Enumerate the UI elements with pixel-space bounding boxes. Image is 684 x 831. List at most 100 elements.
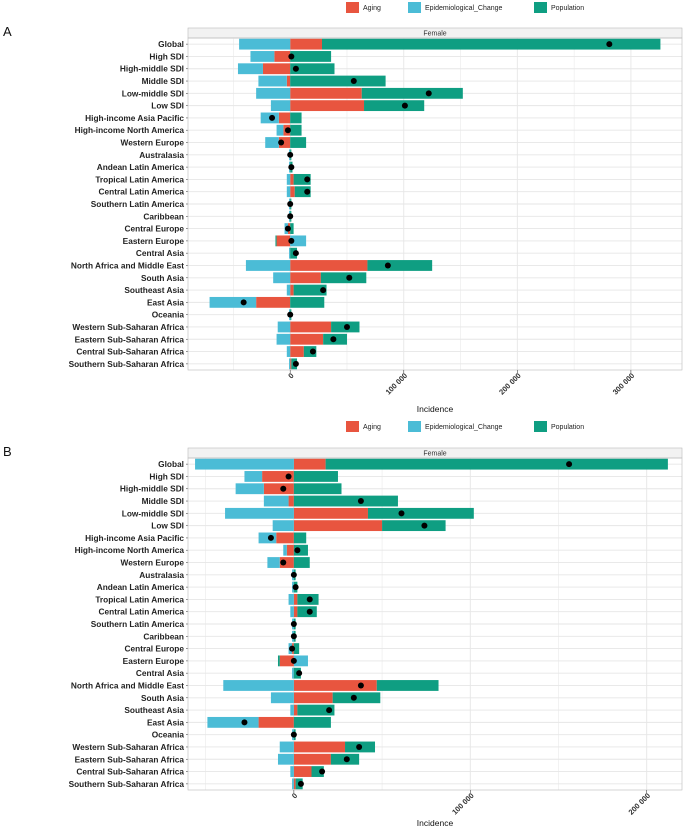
legend-label-aging-a: Aging (363, 5, 381, 12)
bar-population-high-income-north-america-b (293, 544, 308, 556)
point-total-high-middle-sdi-a (292, 65, 299, 72)
point-total-global-b (566, 461, 573, 468)
bar-aging-low-sdi-b (293, 520, 383, 532)
bar-population-central-europe-b (293, 643, 300, 655)
point-total-australasia-a (287, 151, 294, 158)
point-total-southern-sub-saharan-africa-a (292, 360, 299, 367)
legend-label-population-b: Population (551, 424, 584, 431)
point-total-high-sdi-a (288, 53, 295, 60)
category-label-tropical-latin-america-b: Tropical Latin America (95, 594, 184, 604)
bar-epidemiological-change-central-sub-saharan-africa-a (286, 346, 291, 357)
bar-aging-southeast-asia-b (293, 704, 298, 716)
x-tick-label-b: 0 (290, 791, 299, 800)
bar-population-southeast-asia-b (297, 704, 335, 716)
category-label-central-latin-america-a: Central Latin America (99, 187, 185, 197)
category-label-eastern-sub-saharan-africa-a: Eastern Sub-Saharan Africa (75, 334, 185, 344)
point-total-southern-latin-america-a (287, 201, 294, 207)
point-total-central-latin-america-a (304, 188, 311, 195)
category-label-caribbean-b: Caribbean (143, 631, 184, 641)
category-label-eastern-europe-b: Eastern Europe (123, 656, 185, 666)
point-total-eastern-europe-a (288, 237, 295, 244)
bar-epidemiological-change-middle-sdi-a (258, 75, 287, 87)
bar-epidemiological-change-eastern-sub-saharan-africa-a (276, 333, 291, 345)
bar-aging-eastern-europe-b (279, 655, 294, 667)
bar-epidemiological-change-low-sdi-a (270, 100, 291, 112)
bar-population-high-middle-sdi-a (290, 63, 335, 75)
bar-epidemiological-change-middle-sdi-b (263, 495, 289, 507)
category-label-central-sub-saharan-africa-a: Central Sub-Saharan Africa (76, 347, 184, 357)
bar-epidemiological-change-global-b (195, 458, 294, 470)
category-label-high-sdi-a: High SDI (149, 51, 184, 61)
bar-aging-southern-sub-saharan-africa-b (293, 778, 296, 790)
legend-label-aging-b: Aging (363, 424, 381, 431)
bar-population-southeast-asia-a (293, 284, 327, 296)
bar-aging-central-sub-saharan-africa-b (293, 766, 312, 777)
bar-epidemiological-change-central-latin-america-a (286, 186, 291, 198)
category-label-central-asia-b: Central Asia (136, 668, 184, 678)
bar-epidemiological-change-low-middle-sdi-b (225, 507, 294, 519)
bar-aging-southeast-asia-a (290, 284, 294, 296)
point-total-north-africa-and-middle-east-a (384, 262, 391, 269)
point-total-high-middle-sdi-b (280, 485, 287, 492)
bar-population-low-middle-sdi-b (367, 507, 474, 519)
category-label-southeast-asia-a: Southeast Asia (124, 285, 184, 295)
category-label-low-middle-sdi-b: Low-middle SDI (122, 508, 184, 518)
bar-aging-global-a (290, 38, 323, 50)
category-label-global-a: Global (158, 39, 184, 49)
point-total-western-europe-a (278, 139, 285, 146)
point-total-caribbean-a (287, 213, 294, 220)
category-label-andean-latin-america-b: Andean Latin America (97, 582, 185, 592)
bar-aging-middle-sdi-a (286, 75, 291, 87)
bar-population-central-sub-saharan-africa-b (311, 766, 324, 777)
bar-epidemiological-change-western-europe-a (265, 137, 279, 148)
bar-epidemiological-change-tropical-latin-america-a (286, 173, 291, 185)
bar-aging-north-africa-and-middle-east-a (290, 260, 368, 271)
bar-epidemiological-change-high-income-asia-pacific-b (258, 532, 277, 544)
point-total-western-sub-saharan-africa-a (343, 323, 350, 330)
bar-epidemiological-change-southern-sub-saharan-africa-a (289, 358, 291, 370)
bar-epidemiological-change-southeast-asia-a (286, 284, 291, 296)
bar-epidemiological-change-high-middle-sdi-b (235, 483, 264, 495)
point-total-low-sdi-a (401, 102, 408, 109)
bar-epidemiological-change-tropical-latin-america-b (288, 593, 294, 605)
category-label-southern-latin-america-a: Southern Latin America (91, 199, 185, 209)
category-label-high-income-north-america-a: High-income North America (75, 125, 185, 135)
category-label-high-sdi-b: High SDI (149, 471, 184, 481)
category-label-andean-latin-america-a: Andean Latin America (97, 162, 185, 172)
category-label-middle-sdi-a: Middle SDI (142, 76, 184, 86)
bar-aging-north-africa-and-middle-east-b (293, 680, 377, 691)
point-total-high-sdi-b (285, 473, 292, 480)
bar-aging-high-income-asia-pacific-b (276, 532, 294, 544)
point-total-oceania-b (290, 731, 297, 738)
bar-aging-south-asia-a (290, 272, 321, 284)
bar-population-south-asia-a (320, 272, 367, 284)
bar-epidemiological-change-central-latin-america-b (290, 606, 294, 618)
bar-aging-low-sdi-a (290, 100, 365, 112)
bar-epidemiological-change-central-asia-b (292, 667, 294, 679)
point-total-western-sub-saharan-africa-b (356, 743, 363, 750)
bar-aging-eastern-sub-saharan-africa-a (290, 333, 324, 345)
bar-population-western-europe-a (290, 137, 307, 148)
x-tick-label-a: 200 000 (497, 371, 523, 397)
category-label-east-asia-a: East Asia (147, 297, 184, 307)
bar-aging-high-sdi-b (262, 471, 294, 482)
bar-population-east-asia-a (290, 296, 325, 308)
legend-swatch-population-b (534, 421, 547, 432)
bar-population-middle-sdi-a (290, 75, 386, 87)
category-label-central-asia-a: Central Asia (136, 248, 184, 258)
bar-population-global-b (325, 458, 668, 470)
panel-border-b (187, 457, 683, 791)
point-total-south-asia-b (350, 694, 357, 701)
legend-swatch-aging-b (346, 421, 359, 432)
bar-epidemiological-change-high-middle-sdi-a (237, 63, 263, 75)
category-label-central-europe-b: Central Europe (125, 644, 185, 654)
bar-aging-western-europe-a (278, 137, 291, 148)
point-total-southern-latin-america-b (290, 621, 297, 627)
bar-epidemiological-change-north-africa-and-middle-east-a (245, 260, 291, 271)
category-label-low-sdi-b: Low SDI (151, 521, 184, 531)
bar-population-high-income-north-america-a (290, 124, 302, 136)
point-total-south-asia-a (346, 274, 353, 281)
point-total-central-sub-saharan-africa-b (319, 768, 326, 775)
bar-aging-global-b (293, 458, 326, 470)
